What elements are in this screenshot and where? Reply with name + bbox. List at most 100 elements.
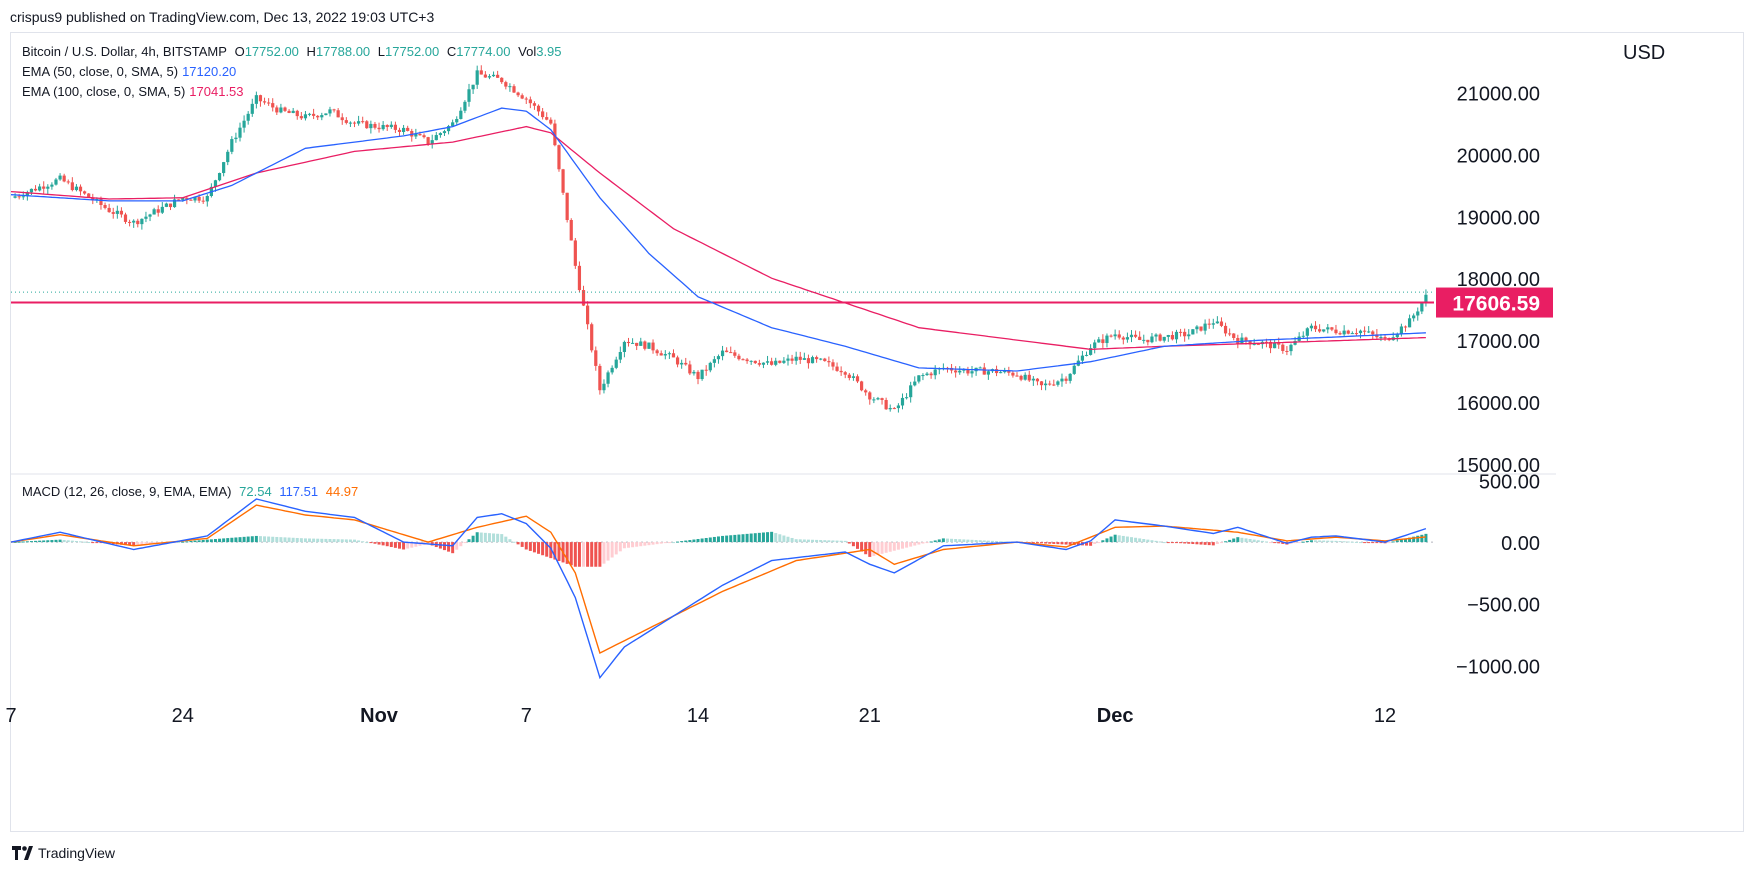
- macd-hist-bar: [622, 542, 626, 549]
- macd-hist-bar: [287, 537, 291, 543]
- candle-body: [1068, 373, 1072, 381]
- candle-body: [1346, 330, 1350, 334]
- candle-body: [1322, 329, 1326, 332]
- candle-body: [700, 369, 704, 380]
- macd-hist-bar: [1003, 541, 1007, 543]
- macd-hist-bar: [1281, 542, 1285, 544]
- price-tick-label: 19000.00: [1457, 207, 1540, 229]
- legend-macd-line: 117.51: [279, 484, 319, 499]
- macd-hist-bar: [1085, 542, 1089, 546]
- candle-body: [1252, 344, 1256, 346]
- macd-hist-bar: [316, 538, 320, 543]
- candle-body: [467, 89, 471, 102]
- macd-hist-bar: [856, 542, 860, 549]
- candle-body: [46, 186, 50, 189]
- macd-hist-bar: [1330, 540, 1334, 543]
- candle-body: [389, 124, 393, 128]
- candle-body: [1350, 333, 1354, 335]
- candle-body: [1048, 383, 1052, 385]
- macd-hist-bar: [1203, 542, 1207, 545]
- candle-body: [970, 371, 974, 374]
- macd-hist-bar: [74, 540, 78, 543]
- macd-hist-bar: [1367, 542, 1371, 544]
- candle-body: [1101, 339, 1105, 344]
- candle-body: [42, 186, 46, 189]
- macd-hist-bar: [58, 539, 62, 543]
- macd-hist-bar: [565, 542, 569, 564]
- candle-body: [324, 113, 328, 116]
- macd-hist-bar: [291, 537, 295, 543]
- candle-body: [1027, 374, 1031, 381]
- candle-body: [29, 188, 34, 193]
- macd-hist-bar: [635, 542, 639, 547]
- macd-hist-bar: [1416, 535, 1420, 543]
- candle-body: [655, 350, 659, 354]
- macd-hist-bar: [671, 542, 675, 544]
- candle-body: [1105, 335, 1109, 344]
- legend-title: Bitcoin / U.S. Dollar, 4h, BITSTAMP: [22, 44, 227, 59]
- macd-hist-bar: [667, 542, 671, 544]
- macd-hist-bar: [234, 537, 238, 543]
- candle-body: [500, 77, 504, 83]
- macd-hist-bar: [982, 540, 986, 543]
- candle-body: [103, 205, 107, 208]
- macd-hist-bar: [1264, 541, 1268, 543]
- macd-hist-bar: [659, 542, 663, 544]
- candle-body: [222, 162, 226, 174]
- macd-hist-bar: [913, 542, 917, 546]
- candle-body: [782, 360, 786, 363]
- macd-hist-bar: [1068, 542, 1072, 545]
- time-tick-label: 7: [5, 705, 16, 727]
- macd-hist-bar: [786, 536, 790, 543]
- macd-hist-bar: [1342, 541, 1346, 543]
- macd-hist-bar: [459, 542, 463, 547]
- candle-body: [532, 103, 537, 106]
- candle-body: [896, 405, 901, 409]
- candle-body: [872, 399, 876, 401]
- legend-ema50: EMA (50, close, 0, SMA, 5) 17120.20: [22, 64, 237, 79]
- candle-body: [606, 372, 610, 384]
- macd-hist-bar: [1138, 538, 1142, 543]
- macd-hist-bar: [1248, 539, 1252, 543]
- macd-hist-bar: [950, 538, 954, 543]
- time-tick-label: 21: [859, 705, 881, 727]
- macd-hist-bar: [308, 538, 312, 543]
- price-badge-label: 17606.59: [1452, 293, 1540, 316]
- macd-hist-bar: [941, 538, 945, 543]
- macd-hist-bar: [745, 533, 749, 543]
- macd-hist-bar: [537, 542, 541, 554]
- macd-tick-label: 500.00: [1479, 471, 1540, 493]
- candle-body: [1232, 333, 1236, 338]
- candle-body: [1080, 355, 1085, 361]
- candle-body: [254, 95, 258, 104]
- macd-hist-bar: [1215, 542, 1219, 545]
- candle-body: [892, 408, 896, 410]
- macd-hist-bar: [843, 540, 847, 543]
- candle-body: [1089, 348, 1093, 355]
- candle-body: [107, 207, 111, 213]
- macd-hist-bar: [995, 541, 999, 543]
- tradingview-logo[interactable]: TradingView: [12, 845, 115, 861]
- candle-body: [671, 353, 676, 358]
- candle-body: [904, 397, 909, 399]
- macd-hist-bar: [1236, 537, 1240, 543]
- candle-body: [156, 209, 160, 213]
- candle-body: [524, 98, 528, 100]
- macd-hist-bar: [1044, 542, 1048, 544]
- candle-body: [827, 361, 831, 363]
- price-tick-label: 21000.00: [1457, 84, 1540, 106]
- candle-body: [1375, 334, 1379, 338]
- candle-body: [267, 102, 271, 104]
- macd-hist-bar: [471, 535, 475, 543]
- macd-hist-bar: [1183, 542, 1187, 544]
- macd-hist-bar: [917, 542, 921, 545]
- candle-body: [819, 358, 823, 360]
- candle-body: [1129, 334, 1134, 338]
- candle-body: [1138, 336, 1142, 341]
- candle-body: [1244, 337, 1248, 342]
- macd-hist-bar: [1195, 542, 1199, 545]
- macd-hist-bar: [1359, 542, 1363, 544]
- candle-body: [909, 385, 913, 398]
- macd-hist-bar: [770, 531, 774, 543]
